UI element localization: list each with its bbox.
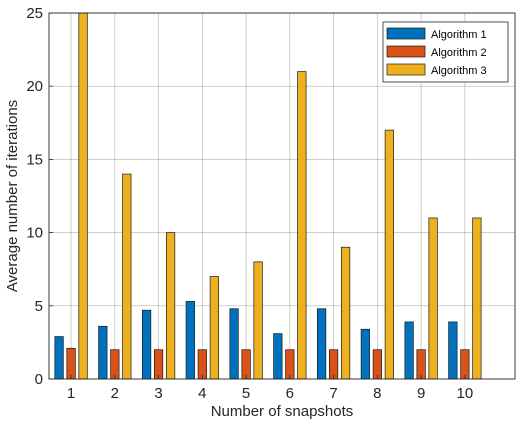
bar-series-2-4 bbox=[197, 349, 207, 380]
plot-frame bbox=[48, 12, 516, 380]
legend-label: Algorithm 3 bbox=[431, 65, 487, 77]
x-tick-label: 3 bbox=[154, 385, 162, 402]
bar-series-1-4 bbox=[185, 301, 195, 380]
legend-swatch bbox=[386, 63, 426, 76]
bar-series-2-10 bbox=[460, 349, 470, 380]
bar-series-2-3 bbox=[153, 349, 164, 380]
axes-box bbox=[48, 12, 516, 380]
y-tick-label: 0 bbox=[35, 371, 43, 388]
bar-series-3-2 bbox=[122, 173, 132, 380]
x-tick-label: 10 bbox=[457, 385, 474, 402]
y-axis-title: Average number of iterations bbox=[4, 100, 21, 292]
bar-series-3-8 bbox=[384, 129, 394, 380]
bar-series-3-4 bbox=[209, 276, 219, 380]
bar-series-1-7 bbox=[317, 308, 327, 380]
x-tick-label: 8 bbox=[373, 385, 381, 402]
bar-series-3-7 bbox=[341, 246, 351, 380]
y-tick-label: 15 bbox=[26, 151, 43, 168]
bar-series-1-3 bbox=[141, 309, 152, 380]
bar-series-3-1 bbox=[78, 12, 88, 380]
bar-series-2-1 bbox=[66, 347, 76, 380]
bar-series-2-2 bbox=[110, 349, 120, 380]
x-tick-label: 9 bbox=[417, 385, 425, 402]
bar-series-3-5 bbox=[253, 261, 263, 380]
legend-swatch bbox=[386, 27, 426, 40]
bar-series-1-6 bbox=[273, 333, 283, 380]
x-axis-title: Number of snapshots bbox=[211, 403, 354, 420]
bar-series-2-8 bbox=[372, 349, 382, 380]
x-tick-label: 6 bbox=[286, 385, 294, 402]
bar-series-2-5 bbox=[241, 349, 251, 380]
legend-label: Algorithm 1 bbox=[431, 29, 487, 41]
bar-series-1-2 bbox=[98, 325, 108, 380]
bar-series-1-8 bbox=[360, 328, 370, 380]
y-tick-label: 20 bbox=[26, 78, 43, 95]
bar-series-3-10 bbox=[472, 217, 482, 380]
bar-series-2-6 bbox=[285, 349, 295, 380]
bar-series-1-1 bbox=[54, 336, 64, 380]
bar-series-3-3 bbox=[165, 232, 176, 380]
x-tick-label: 7 bbox=[329, 385, 337, 402]
bar-series-2-9 bbox=[416, 349, 426, 380]
legend-swatch bbox=[386, 45, 426, 58]
bar-series-1-5 bbox=[229, 308, 239, 380]
bar-series-1-10 bbox=[448, 321, 458, 380]
x-tick-label: 1 bbox=[67, 385, 75, 402]
bar-series-3-6 bbox=[297, 71, 307, 380]
legend: Algorithm 1 Algorithm 2 Algorithm 3 bbox=[382, 21, 509, 83]
x-tick-label: 4 bbox=[198, 385, 206, 402]
legend-label: Algorithm 2 bbox=[431, 47, 487, 59]
y-tick-label: 10 bbox=[26, 225, 43, 242]
bar-series-2-7 bbox=[329, 349, 339, 380]
x-tick-label: 5 bbox=[242, 385, 250, 402]
tick-labels: 0 5 10 15 20 25 1 2 3 4 5 6 7 8 9 10 bbox=[26, 5, 473, 402]
bars bbox=[54, 12, 482, 380]
bar-series-3-9 bbox=[428, 217, 438, 380]
bar-series-1-9 bbox=[404, 321, 414, 380]
x-tick-label: 2 bbox=[111, 385, 119, 402]
y-tick-label: 25 bbox=[26, 5, 43, 22]
y-tick-label: 5 bbox=[35, 298, 43, 315]
